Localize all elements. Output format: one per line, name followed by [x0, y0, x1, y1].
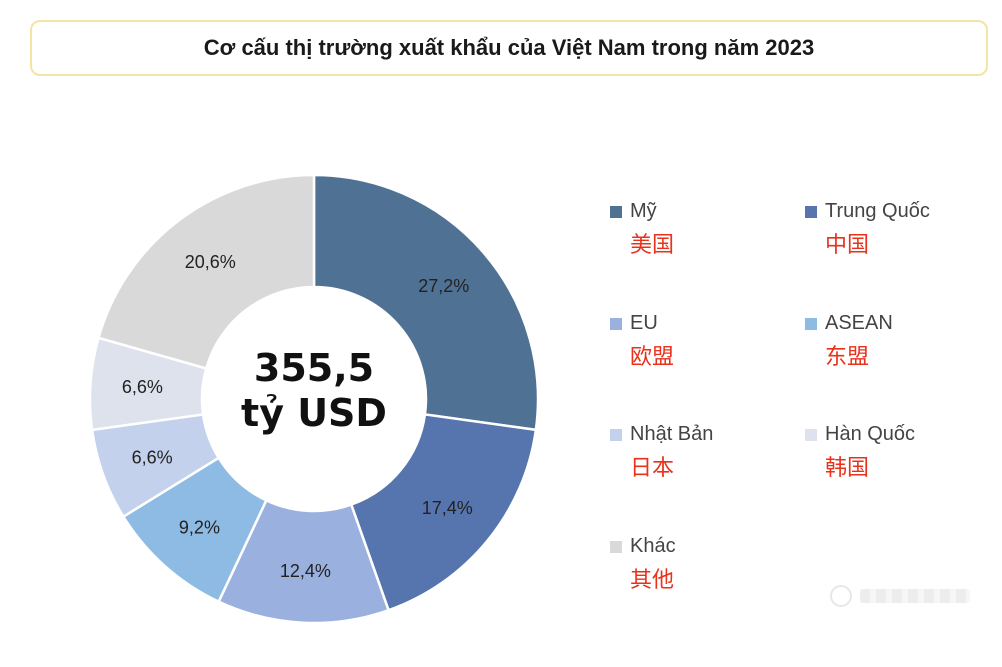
donut-hole: [202, 287, 426, 511]
watermark: [830, 585, 980, 607]
legend-name: EU: [630, 312, 658, 334]
legend-name-zh: 东盟: [825, 345, 870, 370]
title-box: Cơ cấu thị trường xuất khẩu của Việt Nam…: [30, 20, 988, 76]
slice-label-asean: 9,2%: [179, 517, 220, 537]
legend-name: Khác: [630, 535, 676, 557]
legend-name-zh: 美国: [630, 233, 675, 258]
slice-label-nhật-bản: 6,6%: [132, 447, 173, 467]
slice-label-mỹ: 27,2%: [418, 276, 469, 296]
legend-swatch: [805, 205, 817, 218]
legend-swatch: [610, 205, 622, 218]
legend-name-zh: 日本: [630, 456, 675, 481]
legend-swatch: [805, 428, 817, 441]
legend-name-zh: 其他: [630, 568, 675, 593]
legend-item-asean: ASEAN 东盟: [805, 312, 985, 371]
legend-swatch: [610, 540, 622, 553]
legend-item-khác: Khác 其他: [610, 535, 790, 594]
slice-label-trung-quốc: 17,4%: [422, 498, 473, 518]
slice-label-khác: 20,6%: [185, 252, 236, 272]
slice-labels-group: 27,2% 17,4% 12,4% 9,2% 6,6% 6,6% 20,6%: [122, 252, 473, 581]
watermark-logo-icon: [830, 585, 852, 607]
legend-name: Hàn Quốc: [825, 423, 916, 445]
legend-item-nhật-bản: Nhật Bản 日本: [610, 423, 790, 482]
slice-label-eu: 12,4%: [280, 561, 331, 581]
legend-name-zh: 欧盟: [630, 345, 675, 370]
legend-name-zh: 中国: [825, 233, 870, 258]
legend-name: Mỹ: [630, 200, 657, 222]
legend-item-trung-quốc: Trung Quốc 中国: [805, 200, 985, 259]
legend-item-eu: EU 欧盟: [610, 312, 790, 371]
legend-name: ASEAN: [825, 312, 893, 334]
legend-swatch: [610, 428, 622, 441]
center-unit-label: tỷ USD: [241, 391, 387, 435]
legend-swatch: [610, 317, 622, 330]
watermark-text-blur: [860, 589, 970, 603]
center-value-label: 355,5: [254, 346, 374, 390]
legend-item-hàn-quốc: Hàn Quốc 韩国: [805, 423, 985, 482]
chart-title: Cơ cấu thị trường xuất khẩu của Việt Nam…: [203, 35, 815, 60]
legend-name: Trung Quốc: [825, 200, 930, 222]
legend-name-zh: 韩国: [825, 456, 870, 481]
legend-item-mỹ: Mỹ 美国: [610, 200, 790, 259]
slice-label-hàn-quốc: 6,6%: [122, 377, 163, 397]
legend-swatch: [805, 317, 817, 330]
legend-name: Nhật Bản: [630, 423, 714, 445]
